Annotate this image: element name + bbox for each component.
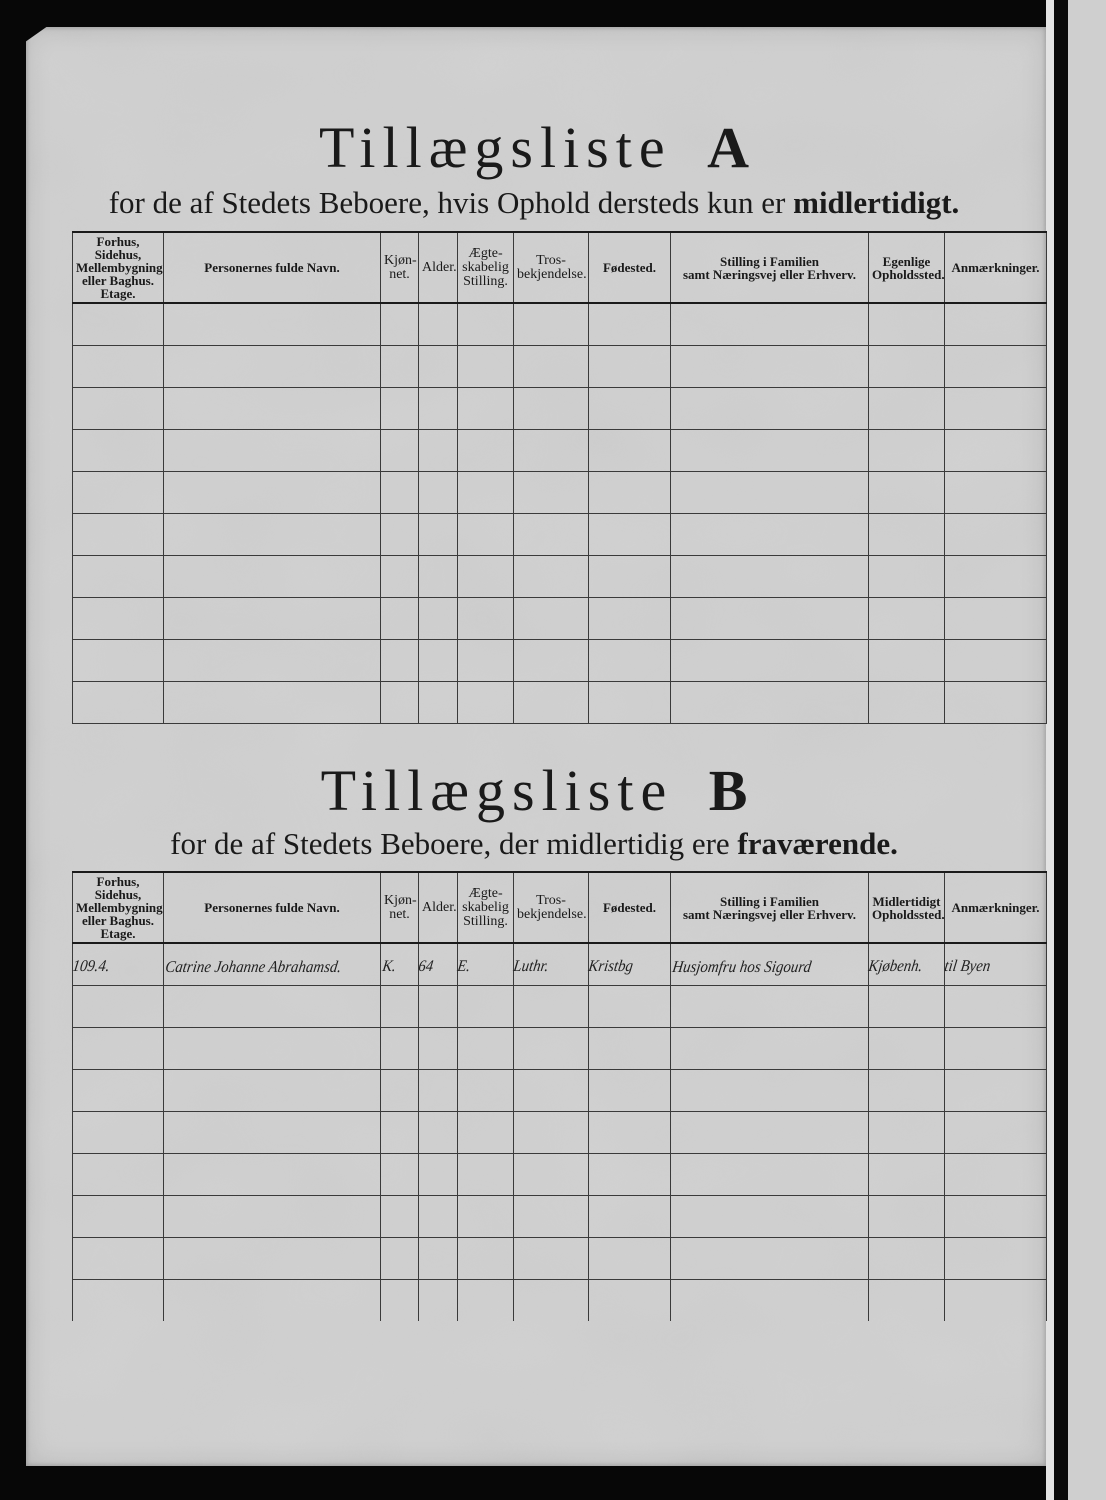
svg-text:Luthr.: Luthr.: [511, 958, 549, 976]
svg-text:64: 64: [417, 958, 434, 976]
svg-text:K.: K.: [380, 958, 397, 976]
svg-text:Kristbg: Kristbg: [586, 958, 634, 976]
svg-text:Husjomfru hos Sigourd: Husjomfru hos Sigourd: [670, 959, 812, 977]
svg-text:109.4.: 109.4.: [71, 958, 111, 976]
svg-text:Kjøbenh.: Kjøbenh.: [866, 958, 923, 976]
svg-text:E.: E.: [455, 958, 471, 976]
svg-text:til Byen: til Byen: [943, 958, 991, 976]
svg-text:Catrine Johanne Abrahamsd.: Catrine Johanne Abrahamsd.: [164, 959, 342, 977]
